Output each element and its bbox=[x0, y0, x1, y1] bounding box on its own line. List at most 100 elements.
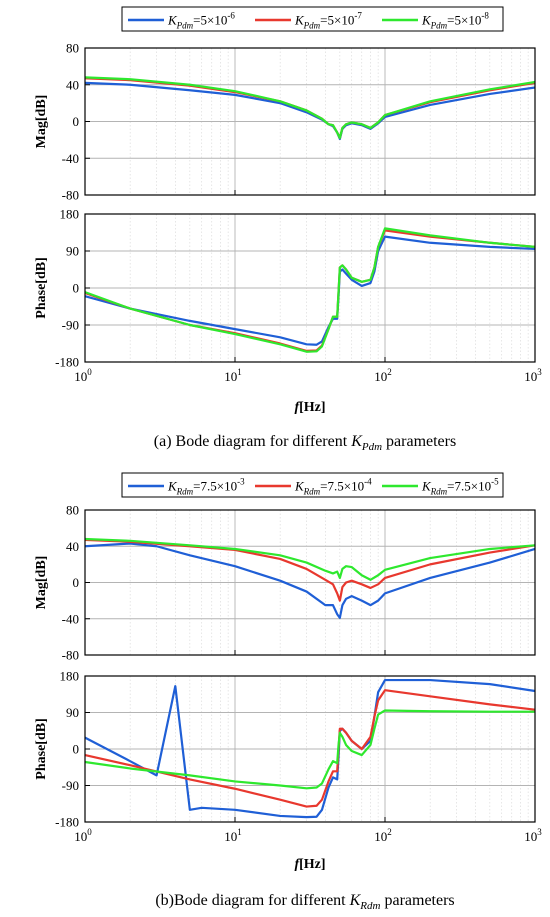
caption-b: (b)Bode diagram for different KRdm param… bbox=[155, 892, 454, 912]
x-tick-base: 10 bbox=[74, 829, 87, 844]
y-axis-label: Phase[dB] bbox=[34, 257, 49, 318]
legend-exponent: -5 bbox=[491, 477, 499, 487]
legend-exponent: -6 bbox=[227, 11, 235, 21]
y-tick-label: 180 bbox=[60, 669, 80, 684]
x-tick-exponent: 1 bbox=[237, 827, 242, 837]
legend-symbol: K bbox=[421, 13, 432, 28]
y-axis-label: Phase[dB] bbox=[34, 718, 49, 779]
x-tick-label: 100 bbox=[74, 827, 92, 844]
legend-b: KRdm=7.5×10-3 KRdm=7.5×10-4 KRdm=7.5×10-5 bbox=[121, 472, 504, 498]
y-tick-label: 40 bbox=[66, 539, 79, 554]
magnitude-line-3 bbox=[84, 537, 536, 581]
caption-symbol: K bbox=[349, 892, 362, 909]
y-tick-label: -90 bbox=[62, 318, 79, 333]
y-tick-label: 90 bbox=[66, 244, 79, 259]
y-tick-label: 0 bbox=[73, 281, 80, 296]
legend-box bbox=[121, 472, 504, 498]
legend-subscript: Pdm bbox=[176, 21, 194, 31]
y-tick-label: -180 bbox=[55, 355, 79, 370]
x-tick-label: 102 bbox=[374, 827, 392, 844]
x-tick-exponent: 0 bbox=[87, 367, 92, 377]
legend-symbol: K bbox=[294, 13, 305, 28]
magnitude-line-2 bbox=[84, 538, 536, 602]
x-tick-label: 101 bbox=[224, 827, 242, 844]
phase-frame-a bbox=[84, 213, 536, 363]
x-tick-base: 10 bbox=[374, 369, 387, 384]
magnitude-line-3 bbox=[84, 76, 536, 140]
legend-exponent: -7 bbox=[354, 11, 362, 21]
caption-text: (a) Bode diagram for different bbox=[154, 433, 351, 450]
phase-series-1 bbox=[84, 678, 536, 819]
x-tick-label: 102 bbox=[374, 367, 392, 384]
x-tick-base: 10 bbox=[224, 829, 237, 844]
caption-a: (a) Bode diagram for different KPdm para… bbox=[154, 433, 456, 453]
phase-line-2 bbox=[84, 229, 536, 352]
legend-subscript: Rdm bbox=[303, 487, 321, 497]
x-axis-symbol: f bbox=[294, 857, 300, 872]
y-tick-label: 80 bbox=[66, 41, 79, 56]
x-tick-base: 10 bbox=[374, 829, 387, 844]
x-tick-exponent: 3 bbox=[537, 827, 542, 837]
x-axis-unit: [Hz] bbox=[299, 400, 325, 415]
legend-subscript: Pdm bbox=[430, 21, 448, 31]
phase-line-3 bbox=[84, 227, 536, 353]
legend-entry-3: KPdm=5×10-8 bbox=[421, 11, 489, 31]
magnitude-line-1 bbox=[84, 81, 536, 141]
legend-value: =5×10 bbox=[320, 13, 354, 28]
phase-series-3 bbox=[84, 227, 536, 353]
legend-entry-1: KPdm=5×10-6 bbox=[167, 11, 235, 31]
x-tick-base: 10 bbox=[74, 369, 87, 384]
phase-frame-b bbox=[84, 675, 536, 823]
phase-line-1 bbox=[84, 235, 536, 346]
legend-value: =5×10 bbox=[193, 13, 227, 28]
x-tick-label: 103 bbox=[524, 827, 542, 844]
legend-a: KPdm=5×10-6 KPdm=5×10-7 KPdm=5×10-8 bbox=[121, 6, 504, 32]
phase-series-1 bbox=[84, 235, 536, 346]
phase-series-3 bbox=[84, 709, 535, 790]
legend-entry-3: KRdm=7.5×10-5 bbox=[421, 477, 499, 497]
legend-value: =7.5×10 bbox=[193, 479, 237, 494]
legend-value: =7.5×10 bbox=[447, 479, 491, 494]
x-tick-label: 101 bbox=[224, 367, 242, 384]
legend-value: =7.5×10 bbox=[320, 479, 364, 494]
y-tick-label: -80 bbox=[62, 648, 79, 663]
x-axis-label: f[Hz] bbox=[294, 857, 325, 872]
legend-symbol: K bbox=[167, 13, 178, 28]
y-tick-label: 40 bbox=[66, 77, 79, 92]
magnitude-series-3 bbox=[84, 537, 536, 581]
y-tick-label: 90 bbox=[66, 705, 79, 720]
magnitude-series-2 bbox=[84, 538, 536, 602]
x-axis-symbol: f bbox=[294, 400, 300, 415]
caption-symbol: K bbox=[350, 433, 363, 450]
legend-box bbox=[121, 6, 504, 32]
legend-entry-2: KPdm=5×10-7 bbox=[294, 11, 362, 31]
legend-symbol: K bbox=[421, 479, 432, 494]
legend-subscript: Pdm bbox=[303, 21, 321, 31]
legend-entry-1: KRdm=7.5×10-3 bbox=[167, 477, 245, 497]
legend-subscript: Rdm bbox=[430, 487, 448, 497]
magnitude-axes-a: 80 40 0 -40 -80 Mag[dB] bbox=[34, 41, 536, 203]
legend-value: =5×10 bbox=[447, 13, 481, 28]
magnitude-frame-a bbox=[84, 47, 536, 196]
y-tick-label: 180 bbox=[60, 207, 80, 222]
phase-line-3 bbox=[84, 709, 535, 790]
x-tick-exponent: 2 bbox=[387, 367, 392, 377]
magnitude-frame-b bbox=[84, 509, 536, 656]
y-tick-label: 0 bbox=[73, 742, 80, 757]
y-tick-label: -80 bbox=[62, 188, 79, 203]
caption-text: (b)Bode diagram for different bbox=[155, 892, 349, 909]
x-tick-label: 103 bbox=[524, 367, 542, 384]
y-tick-label: -180 bbox=[55, 815, 79, 830]
magnitude-line-1 bbox=[84, 542, 536, 619]
x-tick-base: 10 bbox=[524, 829, 537, 844]
magnitude-series-3 bbox=[84, 76, 536, 140]
caption-text-end: parameters bbox=[382, 433, 456, 450]
phase-line-1 bbox=[84, 678, 536, 819]
legend-exponent: -8 bbox=[481, 11, 489, 21]
y-axis-label: Mag[dB] bbox=[34, 556, 49, 610]
y-axis-label: Mag[dB] bbox=[34, 95, 49, 149]
y-tick-label: -40 bbox=[62, 611, 79, 626]
